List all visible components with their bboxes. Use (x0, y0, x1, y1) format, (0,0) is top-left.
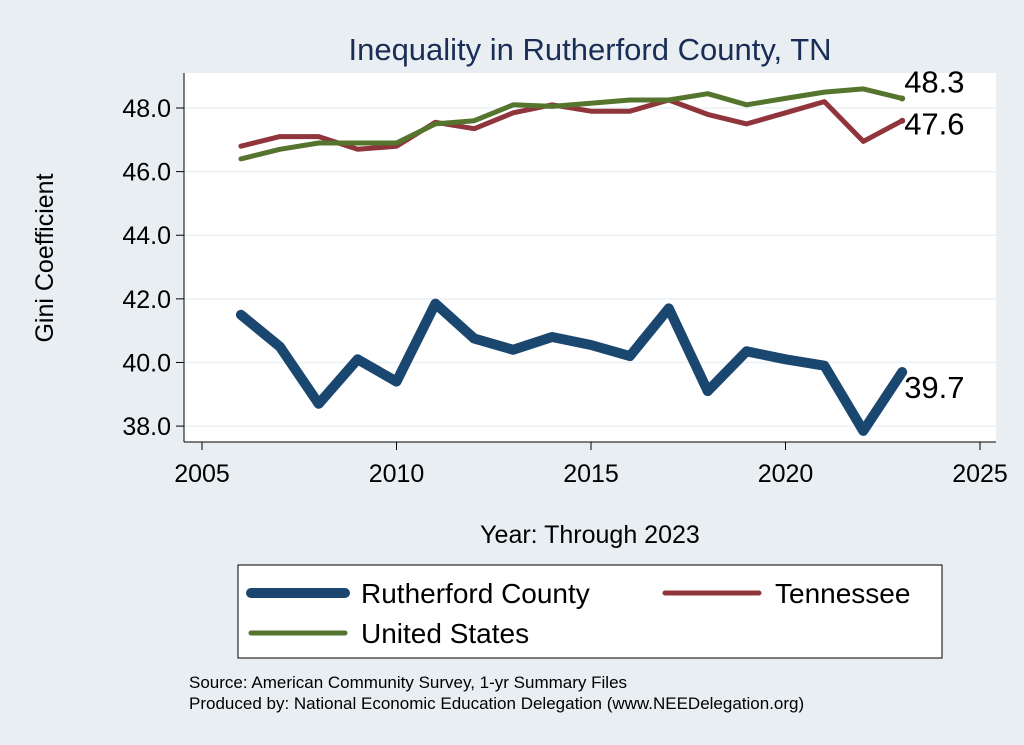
y-tick-label: 38.0 (122, 413, 171, 441)
end-label-tennessee: 47.6 (904, 107, 964, 142)
end-label-united-states: 48.3 (904, 64, 964, 99)
series-lines (235, 86, 908, 436)
y-tick-label: 44.0 (122, 222, 171, 250)
x-tick-labels: 2005 2010 2015 2020 2025 (174, 460, 1008, 488)
series-line-rutherford-county (235, 298, 908, 436)
legend-label-united-states: United States (361, 618, 529, 649)
y-axis-title: Gini Coefficient (31, 173, 59, 342)
x-axis-title: Year: Through 2023 (480, 521, 700, 549)
y-tick-label: 40.0 (122, 349, 171, 377)
legend-label-tennessee: Tennessee (775, 578, 910, 609)
end-point-tennessee (899, 117, 906, 124)
y-tick-label: 42.0 (122, 286, 171, 314)
legend-label-rutherford: Rutherford County (361, 578, 590, 609)
end-point-rutherford-county (899, 369, 906, 376)
end-label-rutherford-county: 39.7 (904, 370, 964, 405)
y-tick-label: 46.0 (122, 159, 171, 187)
producer-note: Produced by: National Economic Education… (189, 694, 804, 713)
legend-box (237, 564, 943, 659)
y-tick-labels: 38.0 40.0 42.0 44.0 46.0 48.0 (122, 95, 171, 441)
x-tick-label: 2015 (563, 460, 619, 488)
x-tick-label: 2020 (758, 460, 814, 488)
series-line-tennessee (238, 97, 905, 152)
x-tick-label: 2025 (952, 460, 1008, 488)
chart-title: Inequality in Rutherford County, TN (348, 32, 831, 67)
end-labels: 39.7 47.6 48.3 (899, 64, 965, 405)
x-tick-label: 2005 (174, 460, 230, 488)
end-point-united-states (899, 95, 906, 102)
series-line-united-states (238, 86, 905, 162)
source-note: Source: American Community Survey, 1-yr … (189, 673, 627, 692)
axes (176, 73, 996, 450)
x-tick-label: 2010 (369, 460, 425, 488)
gridlines (184, 107, 996, 427)
y-tick-label: 48.0 (122, 95, 171, 123)
